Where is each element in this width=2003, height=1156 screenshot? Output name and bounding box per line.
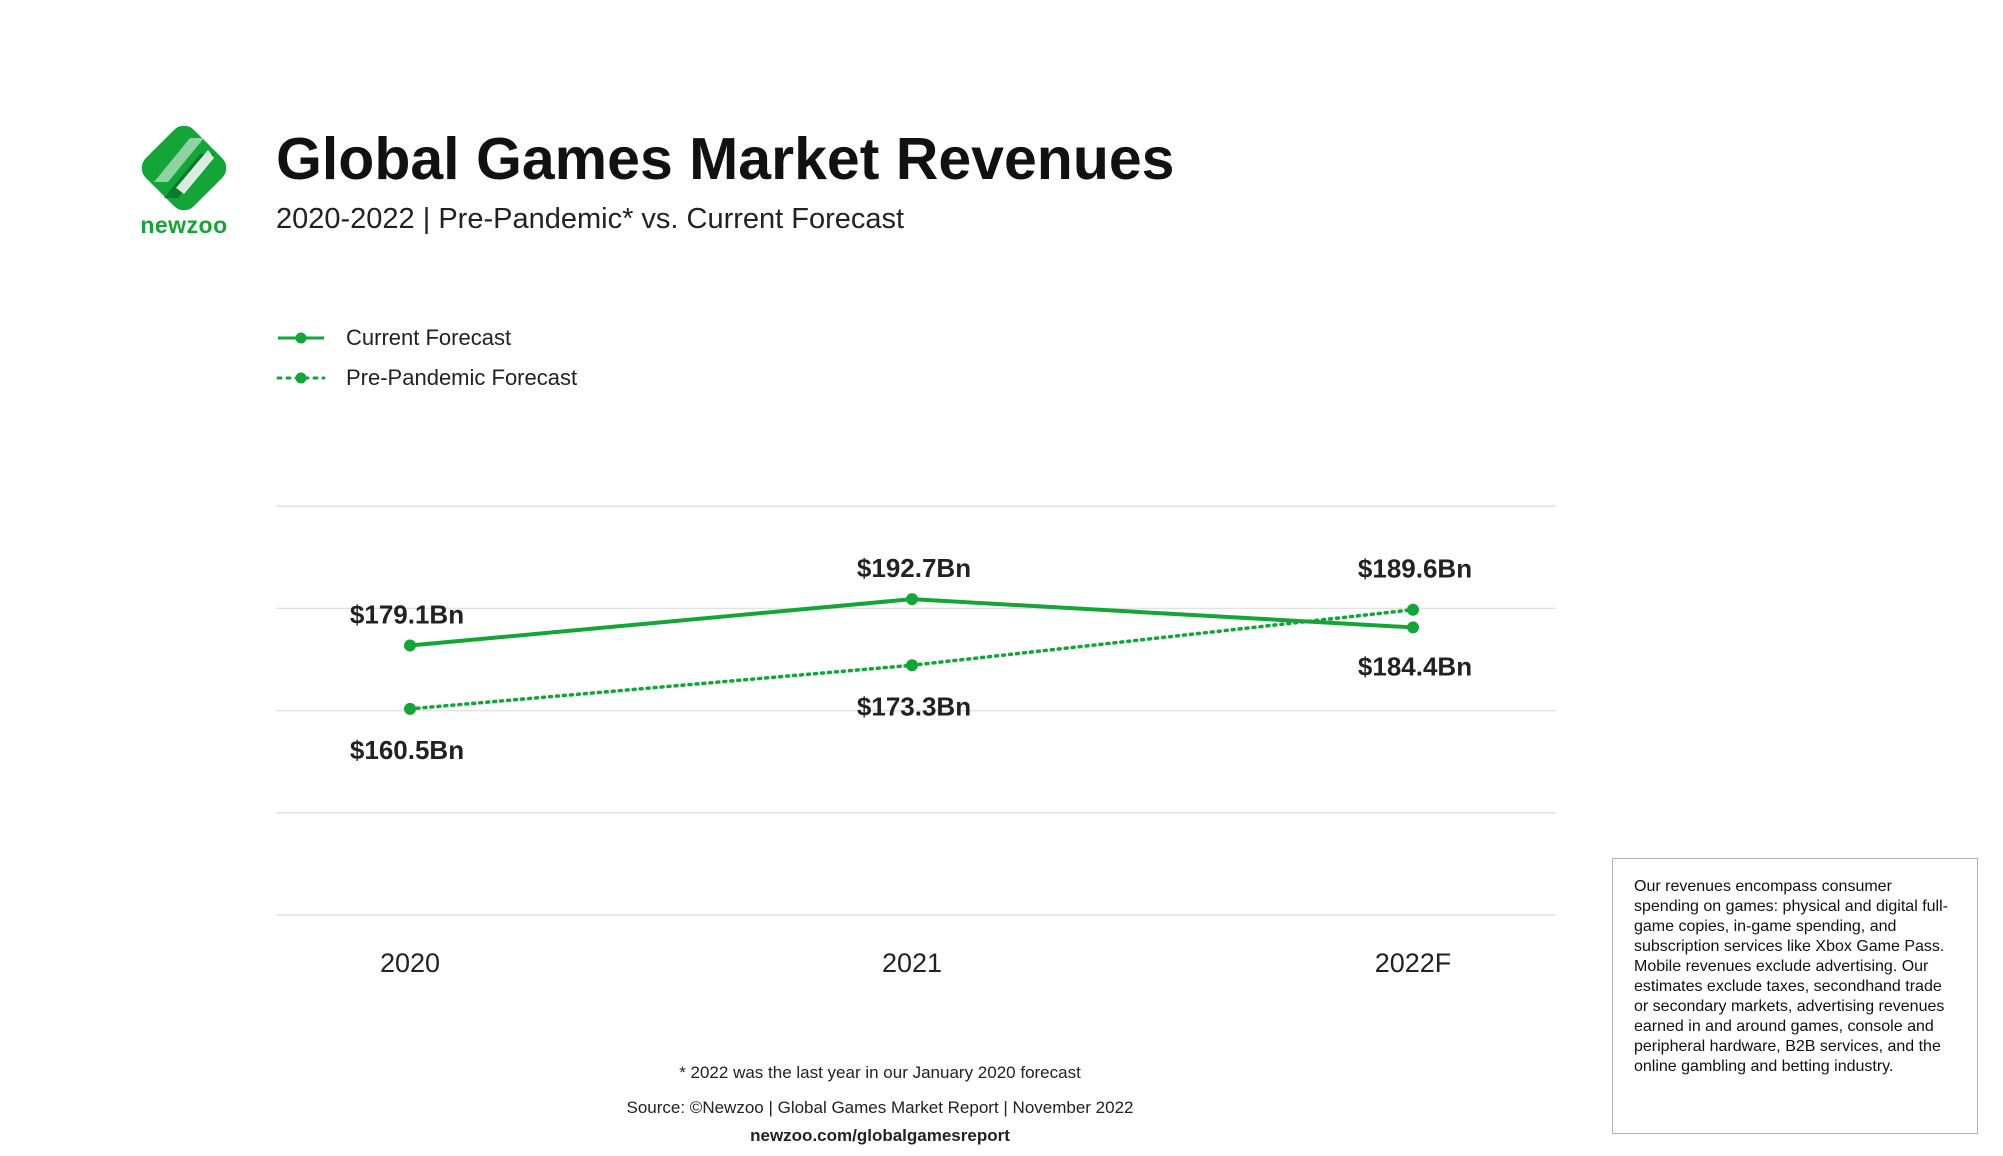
x-axis-ticks: 2020 2021 2022F [380, 948, 1451, 978]
chart-legend: Current Forecast Pre-Pandemic Forecast [276, 318, 577, 398]
methodology-note: Our revenues encompass consumer spending… [1612, 858, 1978, 1134]
data-point [404, 639, 416, 652]
data-point [1407, 621, 1419, 634]
chart-subtitle: 2020-2022 | Pre-Pandemic* vs. Current Fo… [276, 203, 905, 235]
data-label: $184.4Bn [1358, 651, 1472, 681]
data-point [906, 593, 918, 606]
legend-label-current: Current Forecast [346, 325, 512, 350]
data-point [906, 659, 918, 672]
source-note: Source: ©Newzoo | Global Games Market Re… [626, 1098, 1134, 1117]
data-point [1407, 603, 1419, 616]
legend-solid-line-icon [278, 332, 324, 344]
data-label: $160.5Bn [350, 735, 464, 765]
data-point [404, 702, 416, 715]
data-points [404, 593, 1419, 715]
legend-item-prepandemic: Pre-Pandemic Forecast [276, 358, 577, 398]
newzoo-logo: newzoo [130, 120, 238, 240]
gridlines [276, 505, 1556, 916]
newzoo-logo-icon [141, 125, 227, 211]
logo-wordmark: newzoo [140, 212, 228, 238]
legend-label-prepandemic: Pre-Pandemic Forecast [346, 365, 578, 390]
x-tick-label: 2022F [1375, 948, 1452, 978]
data-label: $173.3Bn [857, 691, 971, 721]
data-labels: $179.1Bn $192.7Bn $184.4Bn $160.5Bn $173.3Bn… [350, 553, 1472, 765]
footnote-asterisk: * 2022 was the last year in our January … [679, 1063, 1081, 1082]
data-label: $189.6Bn [1358, 554, 1472, 584]
x-tick-label: 2020 [380, 948, 440, 978]
data-label: $179.1Bn [350, 599, 464, 629]
series-line-current [409, 597, 1414, 648]
data-label: $192.7Bn [857, 553, 971, 583]
line-chart: $179.1Bn $192.7Bn $184.4Bn $160.5Bn $173.3Bn… [276, 505, 1556, 978]
legend-item-current: Current Forecast [276, 318, 577, 358]
report-url[interactable]: newzoo.com/globalgamesreport [750, 1126, 1010, 1145]
x-tick-label: 2021 [882, 948, 942, 978]
legend-dotted-line-icon [276, 372, 326, 384]
chart-title: Global Games Market Revenues [276, 126, 1175, 192]
